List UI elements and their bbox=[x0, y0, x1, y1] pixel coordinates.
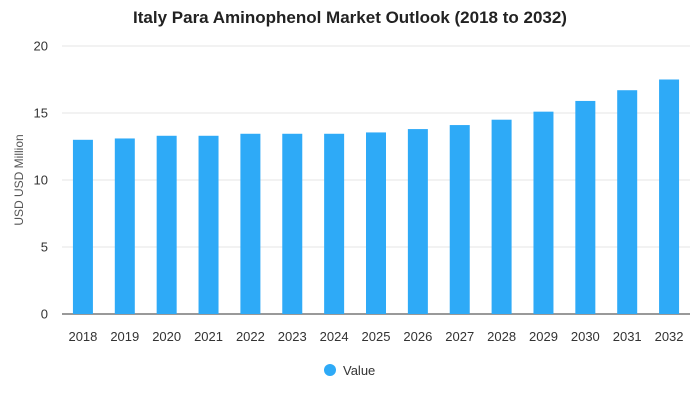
bar bbox=[366, 132, 386, 314]
x-tick-label: 2024 bbox=[320, 329, 349, 344]
x-tick-label: 2028 bbox=[487, 329, 516, 344]
bar bbox=[449, 125, 470, 314]
bar bbox=[282, 133, 303, 314]
legend-label: Value bbox=[343, 363, 375, 378]
x-tick-label: 2027 bbox=[445, 329, 474, 344]
bar bbox=[156, 135, 177, 314]
bar bbox=[198, 135, 219, 314]
bar bbox=[575, 100, 596, 314]
x-tick-label: 2021 bbox=[194, 329, 223, 344]
bar bbox=[72, 139, 93, 314]
x-tick-label: 2018 bbox=[68, 329, 97, 344]
y-tick-label: 0 bbox=[41, 307, 48, 322]
legend-marker bbox=[324, 364, 336, 376]
x-tick-label: 2032 bbox=[655, 329, 684, 344]
x-tick-label: 2025 bbox=[362, 329, 391, 344]
bar bbox=[491, 119, 512, 314]
x-tick-label: 2022 bbox=[236, 329, 265, 344]
x-tick-label: 2019 bbox=[110, 329, 139, 344]
bar bbox=[659, 79, 680, 314]
bar bbox=[240, 133, 261, 314]
x-tick-label: 2030 bbox=[571, 329, 600, 344]
x-tick-label: 2029 bbox=[529, 329, 558, 344]
y-tick-label: 15 bbox=[34, 106, 48, 121]
bar bbox=[114, 138, 135, 314]
y-tick-label: 20 bbox=[34, 39, 48, 54]
y-axis-title: USD USD Million bbox=[12, 134, 26, 225]
x-tick-label: 2023 bbox=[278, 329, 307, 344]
bar bbox=[407, 129, 428, 314]
chart-title: Italy Para Aminophenol Market Outlook (2… bbox=[133, 8, 567, 27]
x-tick-label: 2031 bbox=[613, 329, 642, 344]
bar bbox=[324, 133, 345, 314]
y-tick-label: 10 bbox=[34, 173, 48, 188]
x-tick-label: 2020 bbox=[152, 329, 181, 344]
bar bbox=[617, 90, 638, 314]
x-tick-label: 2026 bbox=[403, 329, 432, 344]
y-tick-label: 5 bbox=[41, 240, 48, 255]
bar bbox=[533, 111, 554, 314]
